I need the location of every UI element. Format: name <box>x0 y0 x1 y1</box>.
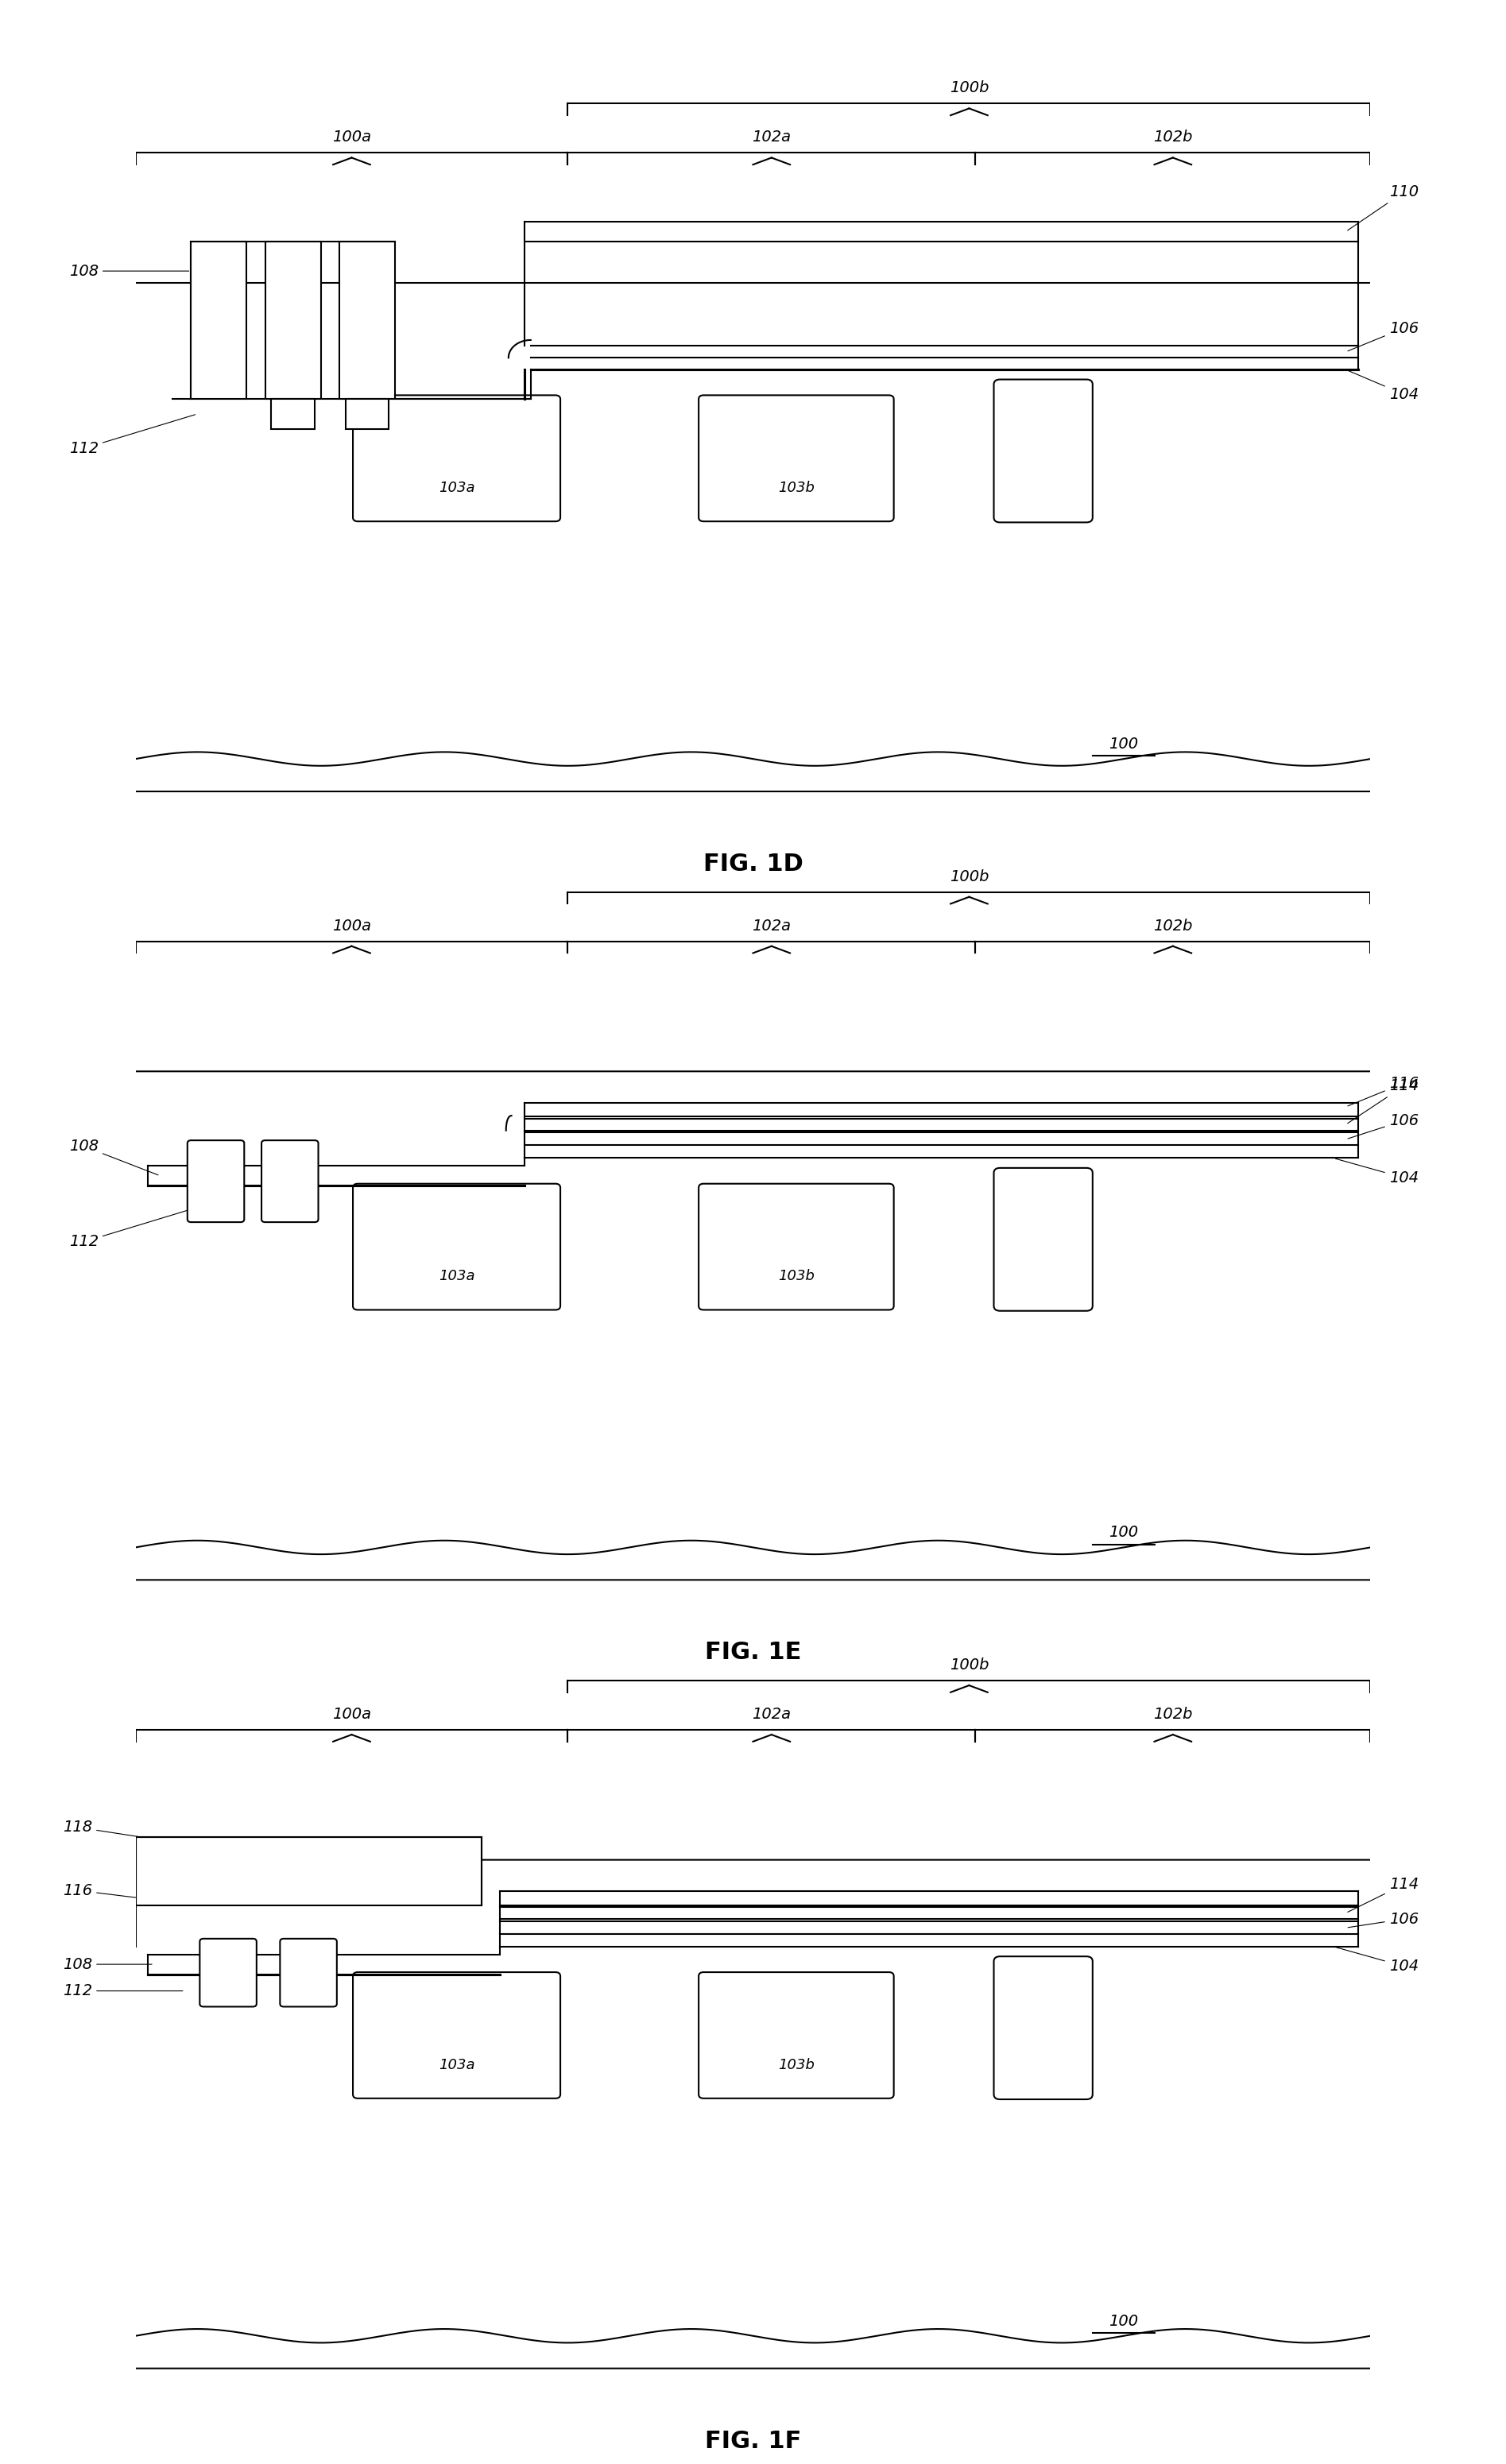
Bar <box>339 241 395 399</box>
Text: 100b: 100b <box>949 1658 989 1673</box>
FancyBboxPatch shape <box>994 1168 1092 1311</box>
Text: 112: 112 <box>69 414 196 456</box>
Text: 106: 106 <box>1348 1912 1419 1927</box>
Text: 100a: 100a <box>333 1708 370 1722</box>
Text: 108: 108 <box>69 1138 158 1175</box>
Text: 102a: 102a <box>751 1708 791 1722</box>
Text: 116: 116 <box>63 1882 140 1897</box>
Bar <box>191 241 247 399</box>
Text: 100b: 100b <box>949 81 989 96</box>
FancyBboxPatch shape <box>994 1956 1092 2099</box>
Text: 103a: 103a <box>438 2057 474 2072</box>
Bar <box>271 399 315 429</box>
FancyBboxPatch shape <box>200 1939 256 2006</box>
Text: 114: 114 <box>1348 1079 1419 1124</box>
FancyBboxPatch shape <box>699 1971 893 2099</box>
Text: 100b: 100b <box>949 870 989 885</box>
FancyBboxPatch shape <box>352 394 560 522</box>
Text: 106: 106 <box>1348 1114 1419 1138</box>
Text: 100a: 100a <box>333 919 370 934</box>
Text: 103b: 103b <box>779 2057 815 2072</box>
FancyBboxPatch shape <box>994 379 1092 522</box>
FancyBboxPatch shape <box>187 1141 244 1222</box>
Text: 102a: 102a <box>751 919 791 934</box>
FancyBboxPatch shape <box>125 283 1381 791</box>
Text: 100: 100 <box>1108 2314 1139 2328</box>
Text: 103a: 103a <box>438 480 474 495</box>
Text: FIG. 1F: FIG. 1F <box>705 2430 801 2452</box>
Text: 114: 114 <box>1348 1878 1419 1912</box>
Text: 112: 112 <box>63 1984 182 1998</box>
Text: 104: 104 <box>1348 370 1419 402</box>
FancyBboxPatch shape <box>699 394 893 522</box>
Text: 104: 104 <box>1336 1947 1419 1974</box>
Text: 112: 112 <box>69 1207 196 1249</box>
Text: 100: 100 <box>1108 1525 1139 1540</box>
FancyBboxPatch shape <box>125 1072 1381 1579</box>
Bar <box>265 241 321 399</box>
Bar <box>345 399 389 429</box>
FancyBboxPatch shape <box>280 1939 337 2006</box>
Text: 110: 110 <box>1348 185 1419 229</box>
Text: 106: 106 <box>1348 320 1419 350</box>
Text: 102a: 102a <box>751 131 791 145</box>
Text: 103b: 103b <box>779 1269 815 1284</box>
FancyBboxPatch shape <box>262 1141 318 1222</box>
Text: 103b: 103b <box>779 480 815 495</box>
Text: FIG. 1E: FIG. 1E <box>705 1641 801 1663</box>
Text: 108: 108 <box>69 264 188 278</box>
FancyBboxPatch shape <box>699 1183 893 1311</box>
FancyBboxPatch shape <box>352 1183 560 1311</box>
Text: 116: 116 <box>1348 1077 1419 1106</box>
Text: 118: 118 <box>63 1821 140 1836</box>
Text: 100: 100 <box>1108 737 1139 752</box>
FancyBboxPatch shape <box>125 1860 1381 2368</box>
Bar <box>136 1838 482 1905</box>
Text: 108: 108 <box>63 1956 152 1971</box>
Text: 100a: 100a <box>333 131 370 145</box>
Text: 103a: 103a <box>438 1269 474 1284</box>
Text: FIG. 1D: FIG. 1D <box>703 853 803 875</box>
Text: 102b: 102b <box>1154 919 1193 934</box>
Text: 102b: 102b <box>1154 1708 1193 1722</box>
Text: 102b: 102b <box>1154 131 1193 145</box>
Text: 104: 104 <box>1336 1158 1419 1185</box>
FancyBboxPatch shape <box>352 1971 560 2099</box>
